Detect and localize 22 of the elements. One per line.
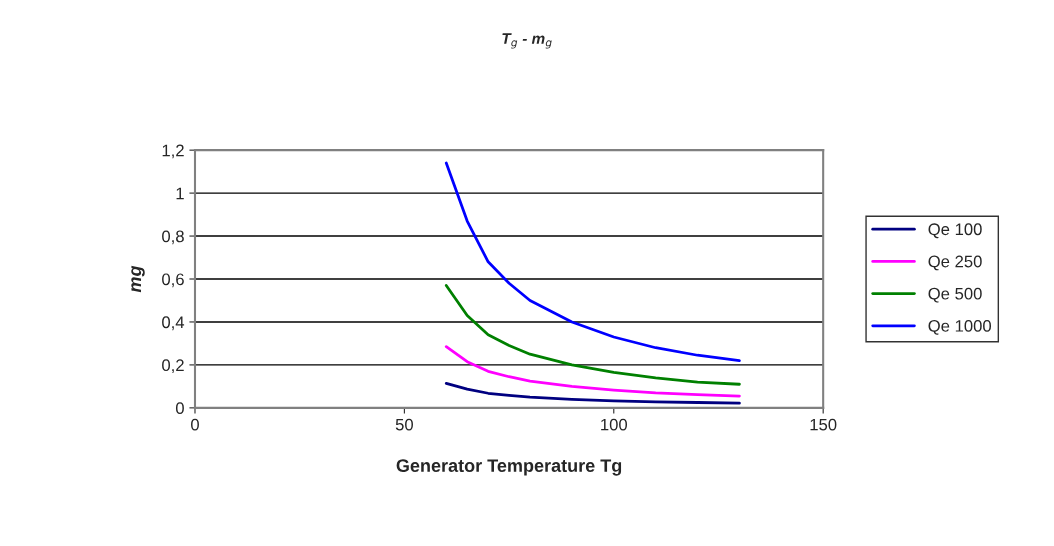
legend-label: Qe 250	[928, 255, 982, 271]
line-series	[444, 381, 741, 405]
chart-title: T$_{g}$ - m$_{g}$	[502, 33, 552, 49]
y-tick-label: 1,2	[162, 144, 184, 159]
x-axis-title: Generator Temperature Tg	[396, 459, 622, 476]
line-series	[444, 161, 741, 362]
line-series	[444, 284, 741, 386]
x-tick-label: 0	[191, 418, 199, 431]
x-tick-label: 50	[395, 418, 413, 431]
y-tick-label: 0,6	[162, 273, 184, 288]
y-tick-label: 0,8	[162, 230, 184, 245]
y-tick-label: 0,2	[162, 359, 184, 374]
legend-label: Qe 100	[928, 223, 982, 239]
y-tick-label: 1	[176, 187, 184, 200]
y-tick-label: 0,4	[162, 316, 185, 331]
y-tick-label: 0	[175, 402, 184, 415]
line-series	[444, 345, 741, 398]
y-axis-title: mg	[131, 265, 145, 293]
legend-label: Qe 500	[928, 287, 982, 303]
legend-label: Qe 1000	[928, 319, 992, 335]
x-tick-label: 100	[601, 418, 628, 431]
x-tick-label: 150	[810, 418, 837, 431]
